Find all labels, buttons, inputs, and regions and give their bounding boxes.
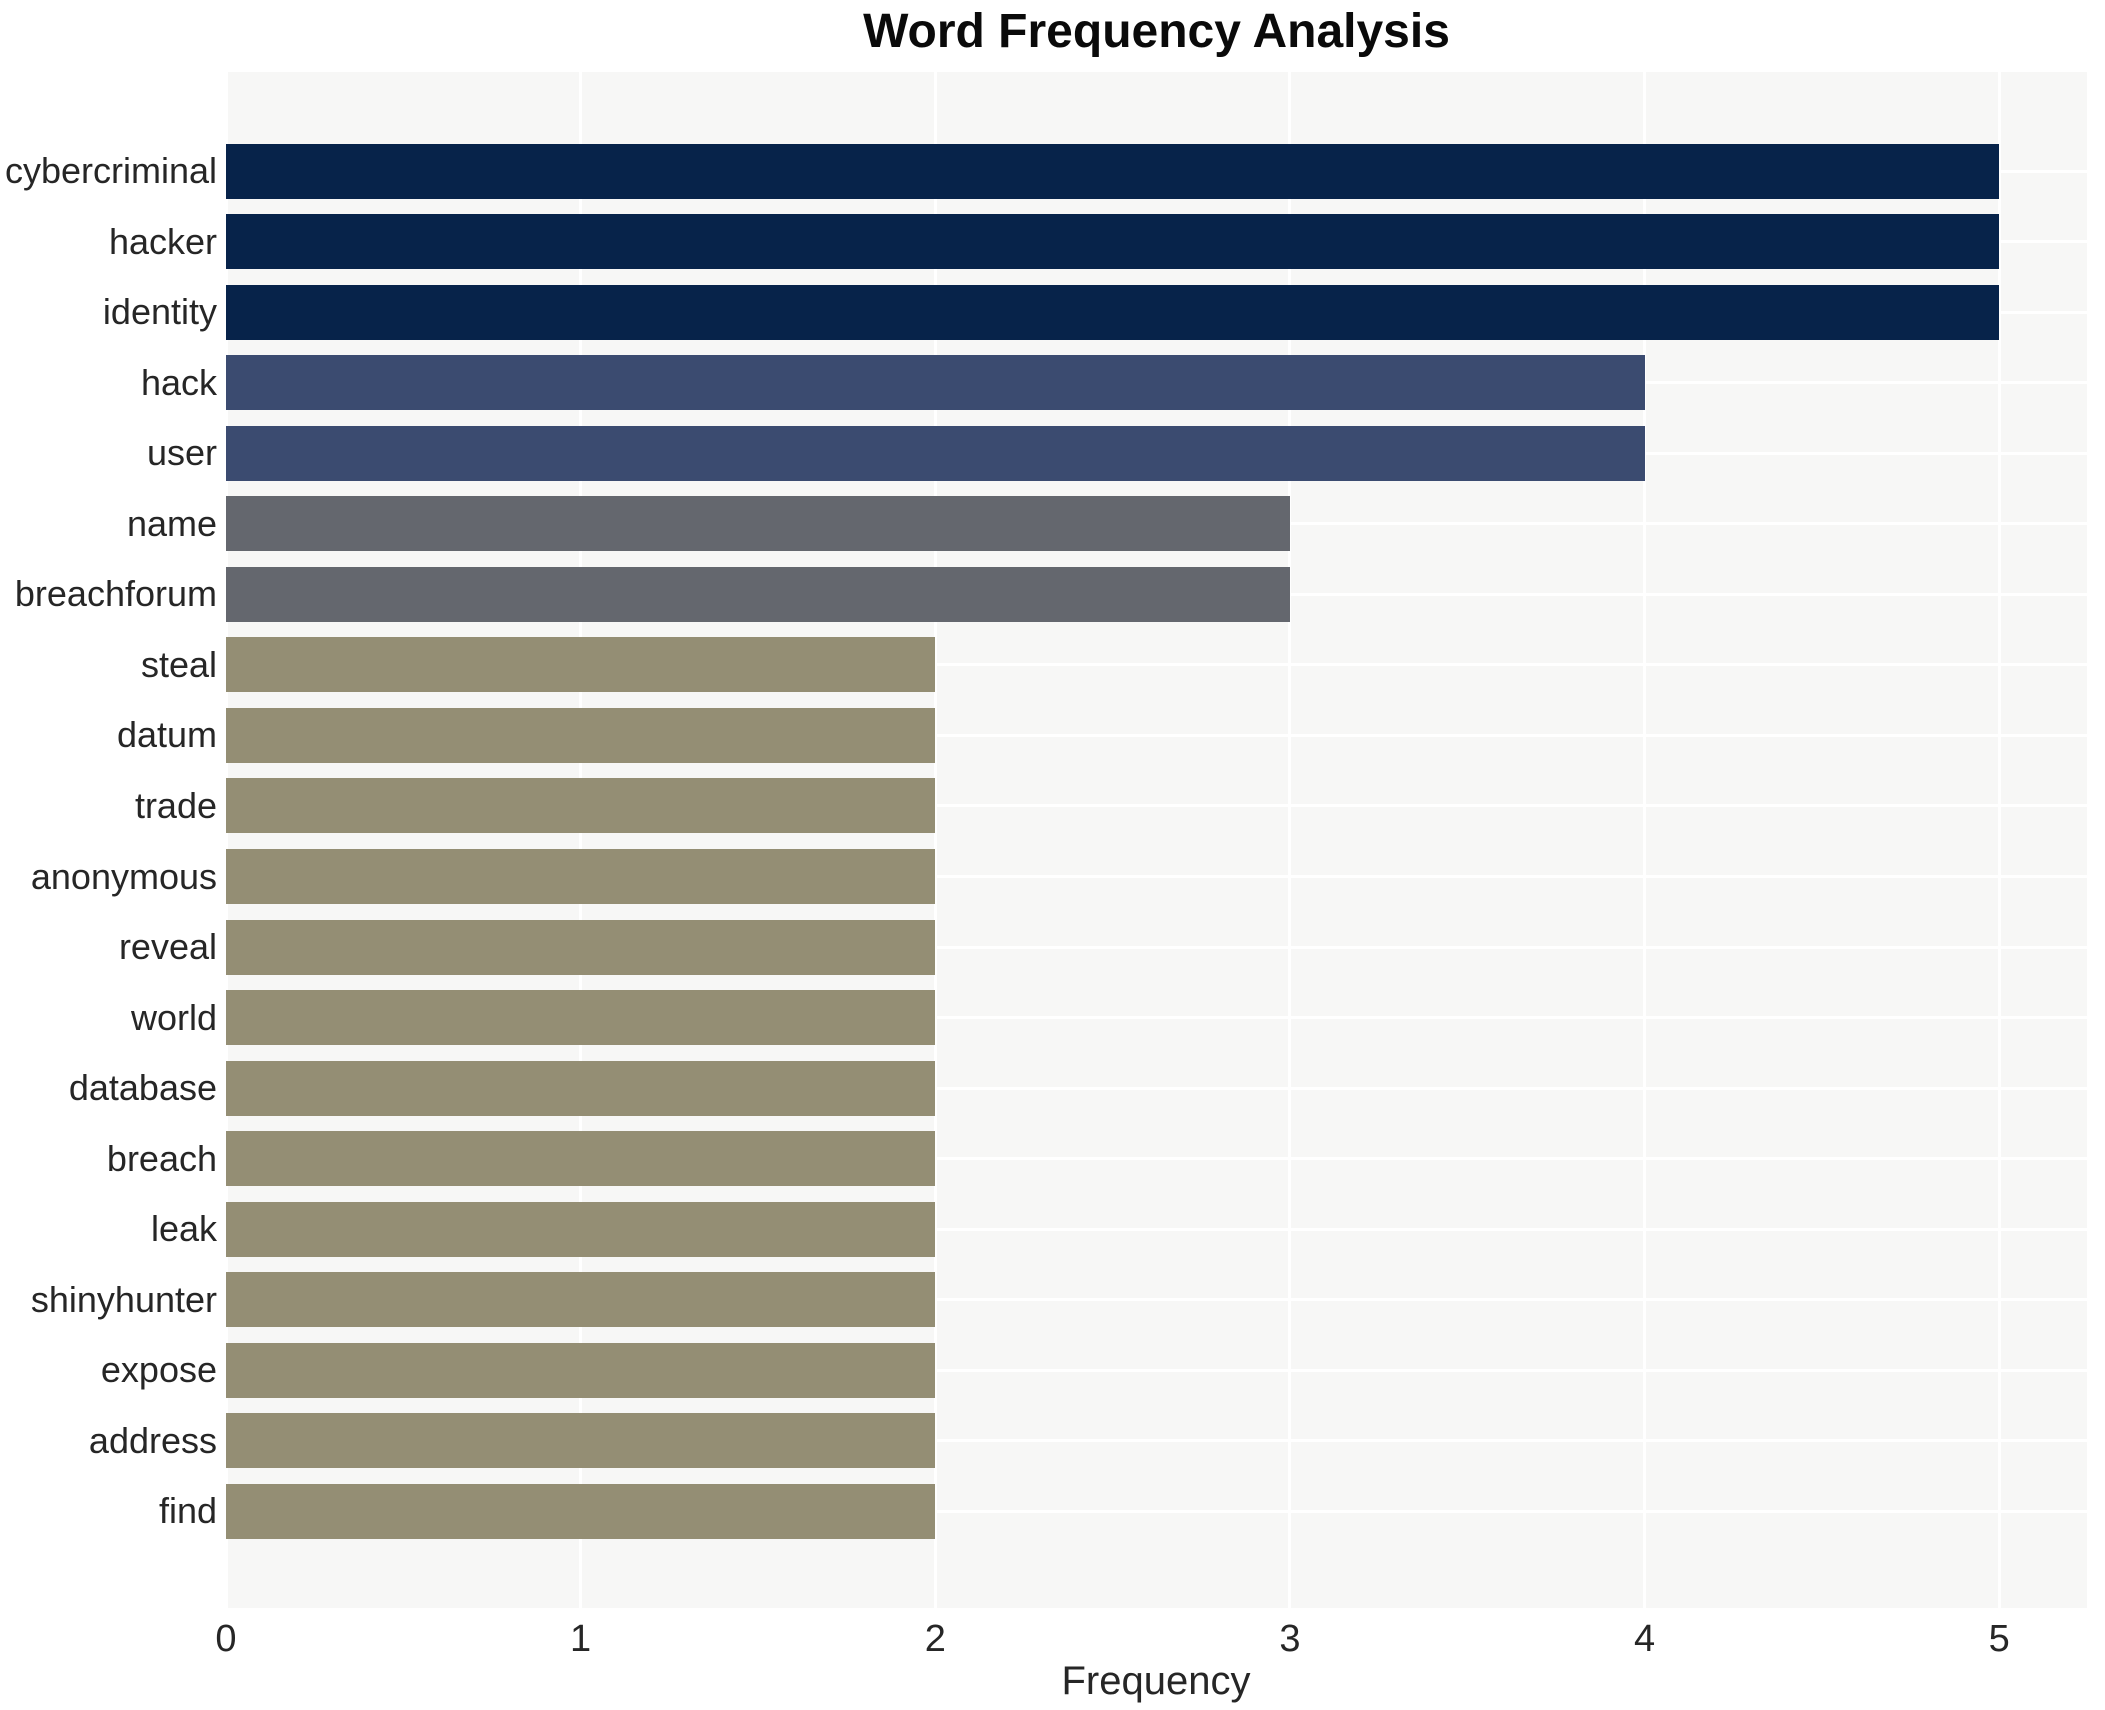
y-axis-label-breachforum: breachforum xyxy=(14,573,217,615)
y-axis-label-cybercriminal: cybercriminal xyxy=(4,150,217,191)
bar-trade xyxy=(226,778,936,834)
y-axis-label-breach: breach xyxy=(106,1137,217,1179)
bar-address xyxy=(226,1413,936,1469)
gridline-y-shinyhunter xyxy=(226,1298,2087,1302)
bar-identity xyxy=(226,284,2000,340)
bar-datum xyxy=(226,707,936,763)
plot-area xyxy=(226,72,2087,1608)
gridline-y-world xyxy=(226,1016,2087,1020)
y-axis-label-shinyhunter: shinyhunter xyxy=(30,1278,217,1320)
gridline-y-anonymous xyxy=(226,875,2087,878)
bar-reveal xyxy=(226,919,936,975)
bar-shinyhunter xyxy=(226,1272,936,1328)
x-tick-label-3: 3 xyxy=(1279,1618,1301,1660)
gridline-x-1 xyxy=(579,72,583,1608)
bar-cybercriminal xyxy=(226,143,2000,199)
gridline-x-4 xyxy=(1643,72,1647,1608)
bar-breach xyxy=(226,1131,936,1187)
y-axis-label-trade: trade xyxy=(134,784,217,826)
gridline-y-expose xyxy=(226,1368,2087,1372)
y-axis-label-steal: steal xyxy=(140,643,217,685)
x-tick-label-4: 4 xyxy=(1633,1618,1656,1660)
y-axis-label-datum: datum xyxy=(116,714,217,756)
y-axis-label-hack: hack xyxy=(140,361,217,403)
x-tick-label-1: 1 xyxy=(570,1618,592,1660)
y-axis-label-database: database xyxy=(68,1067,217,1109)
gridline-x-2 xyxy=(933,72,937,1608)
bar-expose xyxy=(226,1342,936,1398)
x-axis-title: Frequency xyxy=(1061,1659,1251,1703)
bar-leak xyxy=(226,1201,936,1257)
bar-name xyxy=(226,496,1290,552)
bar-breachforum xyxy=(226,566,1290,622)
bar-steal xyxy=(226,637,936,693)
gridline-y-steal xyxy=(226,663,2087,667)
y-axis-label-identity: identity xyxy=(102,291,217,333)
gridline-y-reveal xyxy=(226,945,2087,949)
y-axis-label-expose: expose xyxy=(100,1349,217,1391)
bar-anonymous xyxy=(226,849,936,904)
bar-hack xyxy=(226,355,1645,411)
gridline-y-leak xyxy=(226,1227,2087,1231)
y-axis-label-leak: leak xyxy=(150,1208,217,1250)
gridline-x-0 xyxy=(226,72,228,1608)
gridline-y-trade xyxy=(226,804,2087,808)
bar-database xyxy=(226,1060,936,1116)
x-tick-label-5: 5 xyxy=(1988,1618,2010,1660)
gridline-y-datum xyxy=(226,733,2087,737)
y-axis-label-world: world xyxy=(130,996,217,1038)
y-axis-label-find: find xyxy=(158,1490,217,1532)
gridline-x-5 xyxy=(1997,72,2001,1608)
bar-find xyxy=(226,1483,936,1539)
gridline-y-database xyxy=(226,1086,2087,1090)
gridline-y-address xyxy=(226,1439,2087,1443)
bar-hacker xyxy=(226,214,2000,270)
bar-world xyxy=(226,990,936,1046)
y-axis-label-name: name xyxy=(126,502,217,544)
y-axis-label-reveal: reveal xyxy=(118,926,217,968)
y-axis-label-hacker: hacker xyxy=(108,220,217,262)
chart-title: Word Frequency Analysis xyxy=(863,5,1450,58)
bar-user xyxy=(226,425,1645,481)
x-tick-label-2: 2 xyxy=(924,1618,946,1660)
x-tick-label-0: 0 xyxy=(215,1618,237,1660)
y-axis-label-anonymous: anonymous xyxy=(30,855,217,897)
gridline-x-3 xyxy=(1288,72,1292,1608)
gridline-y-breach xyxy=(226,1157,2087,1161)
y-axis-label-user: user xyxy=(146,432,217,474)
gridline-y-find xyxy=(226,1509,2087,1513)
y-axis-label-address: address xyxy=(88,1419,217,1461)
